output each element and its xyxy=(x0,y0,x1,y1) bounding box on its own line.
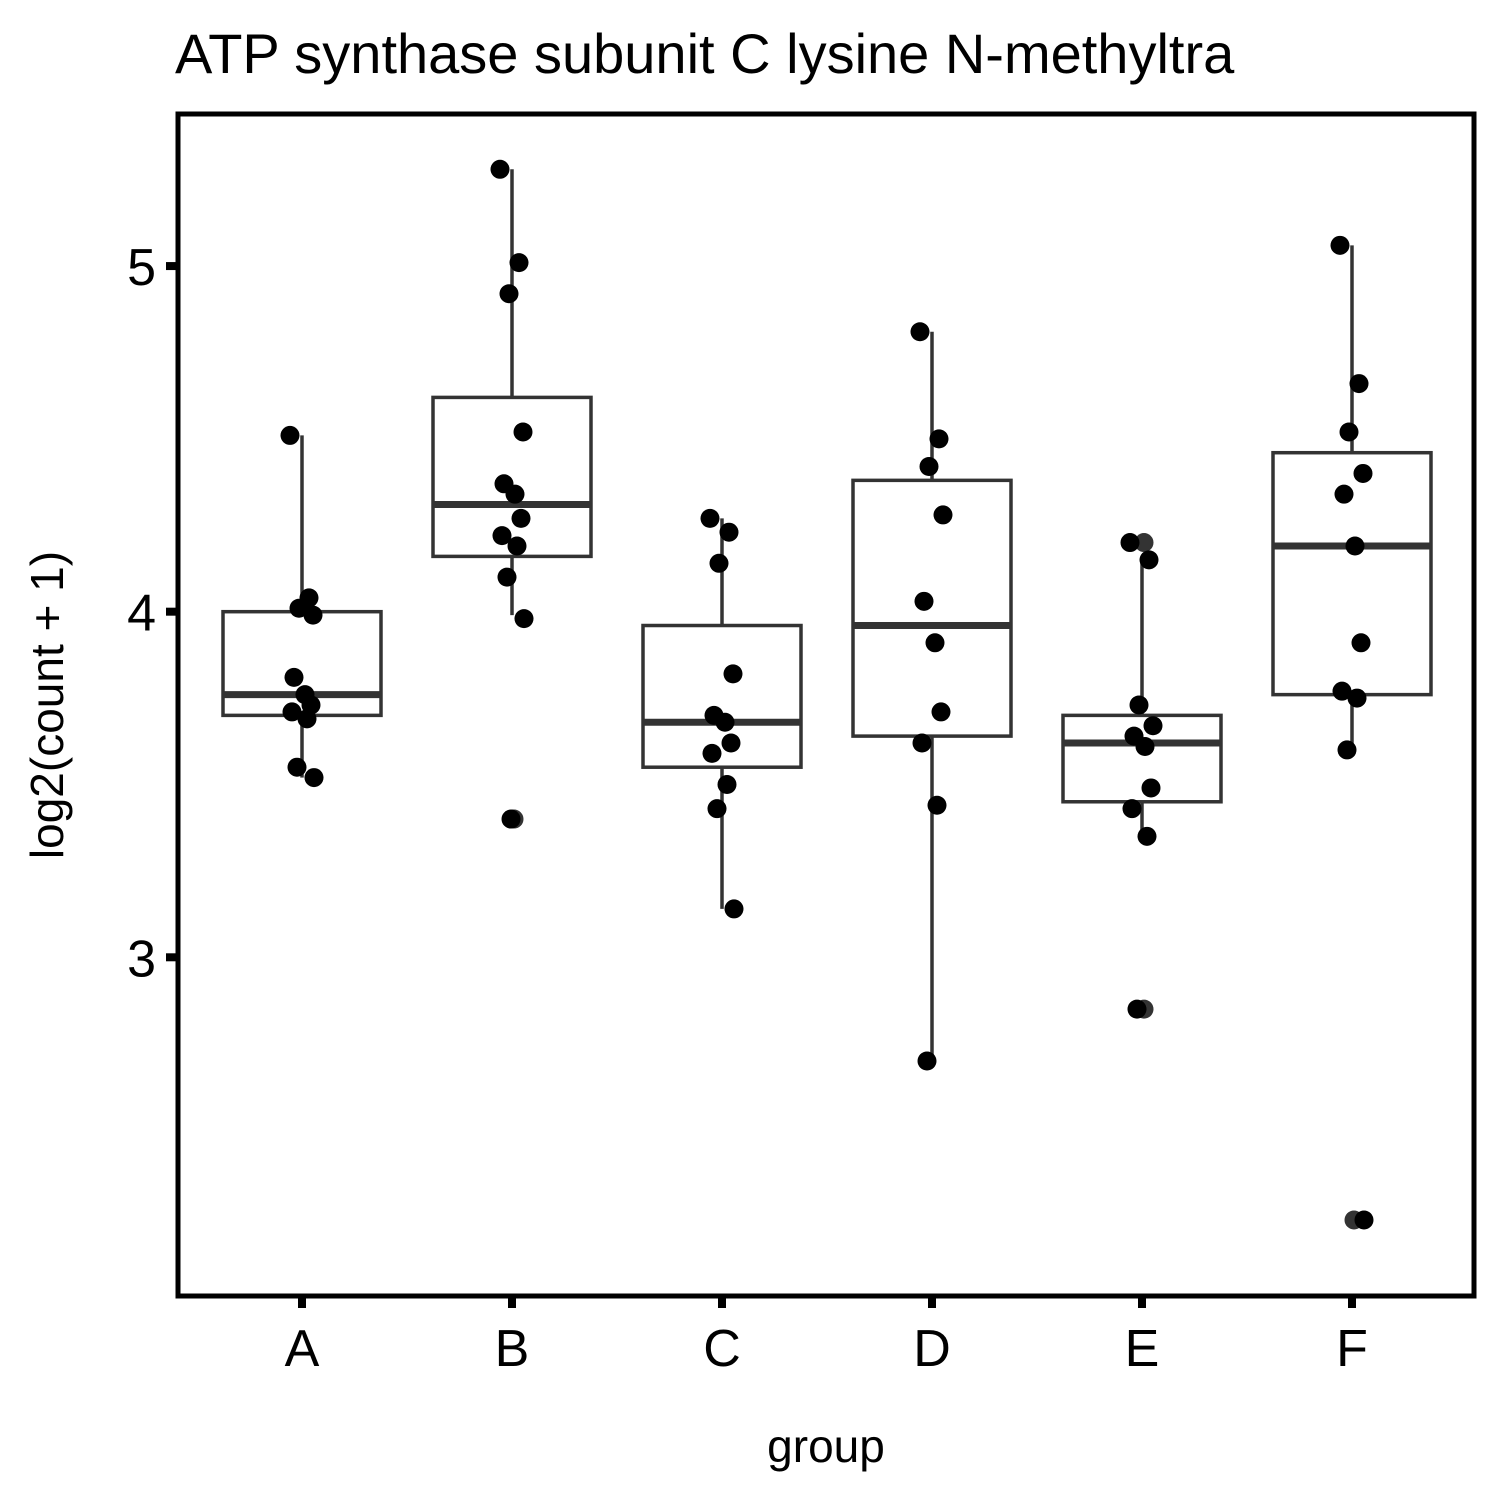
x-tick-label: D xyxy=(913,1320,951,1378)
data-point xyxy=(1139,550,1159,570)
data-point xyxy=(1339,422,1359,442)
data-point xyxy=(1137,826,1157,846)
data-point xyxy=(1127,999,1147,1019)
data-point xyxy=(490,159,510,179)
y-tick-label: 3 xyxy=(127,930,156,988)
data-point xyxy=(1330,235,1350,255)
data-point xyxy=(914,591,934,611)
data-point xyxy=(497,567,517,587)
data-point xyxy=(715,712,735,732)
box-iqr xyxy=(851,478,1013,738)
data-point xyxy=(499,284,519,304)
x-tick-label: A xyxy=(285,1320,320,1378)
data-point xyxy=(917,1051,937,1071)
axes: 3 4 5 A B C D E F xyxy=(127,239,1368,1378)
data-point xyxy=(1337,740,1357,760)
data-point xyxy=(1120,533,1140,553)
data-point xyxy=(707,799,727,819)
box-iqr xyxy=(431,395,593,559)
data-point xyxy=(709,553,729,573)
data-point xyxy=(1345,536,1365,556)
data-point xyxy=(287,757,307,777)
y-tick-label: 4 xyxy=(127,585,156,643)
data-point xyxy=(514,609,534,629)
data-point xyxy=(925,633,945,653)
x-tick-label: F xyxy=(1336,1320,1368,1378)
outlier-point xyxy=(1134,533,1154,553)
data-point xyxy=(280,425,300,445)
data-point xyxy=(931,702,951,722)
data-point xyxy=(509,253,529,273)
plot-area xyxy=(221,159,1433,1230)
data-point xyxy=(910,322,930,342)
box-group-d xyxy=(851,331,1013,1061)
data-point xyxy=(507,536,527,556)
chart-title: ATP synthase subunit C lysine N-methyltr… xyxy=(175,22,1235,85)
data-point xyxy=(1334,484,1354,504)
x-tick-label: B xyxy=(495,1320,530,1378)
y-axis-title: log2(count + 1) xyxy=(21,551,73,859)
data-point xyxy=(927,795,947,815)
data-point xyxy=(721,733,741,753)
data-point xyxy=(1351,633,1371,653)
data-point xyxy=(717,774,737,794)
data-point xyxy=(284,667,304,687)
data-point xyxy=(505,484,525,504)
data-point xyxy=(702,743,722,763)
x-axis-title: group xyxy=(767,1420,885,1472)
data-point xyxy=(719,522,739,542)
data-point xyxy=(919,457,939,477)
data-point xyxy=(933,505,953,525)
x-tick-label: E xyxy=(1125,1320,1160,1378)
data-point xyxy=(511,508,531,528)
data-point xyxy=(1129,695,1149,715)
data-point xyxy=(700,508,720,528)
data-point xyxy=(1122,799,1142,819)
data-point xyxy=(1347,688,1367,708)
data-point xyxy=(1332,681,1352,701)
data-point xyxy=(1141,778,1161,798)
data-point xyxy=(1353,463,1373,483)
panel-border xyxy=(175,111,1477,1299)
data-point xyxy=(929,429,949,449)
data-point xyxy=(1349,374,1369,394)
box-iqr xyxy=(1271,450,1433,697)
data-point xyxy=(513,422,533,442)
x-tick-label: C xyxy=(703,1320,741,1378)
data-point xyxy=(912,733,932,753)
data-point xyxy=(1354,1210,1374,1230)
data-point xyxy=(303,605,323,625)
data-point xyxy=(1135,736,1155,756)
data-point xyxy=(304,768,324,788)
data-point xyxy=(724,899,744,919)
box-group-b xyxy=(431,169,593,616)
data-point xyxy=(723,664,743,684)
y-tick-label: 5 xyxy=(127,239,156,297)
data-point xyxy=(282,702,302,722)
data-point xyxy=(501,809,521,829)
data-point xyxy=(297,709,317,729)
data-point xyxy=(492,526,512,546)
data-point xyxy=(1143,716,1163,736)
